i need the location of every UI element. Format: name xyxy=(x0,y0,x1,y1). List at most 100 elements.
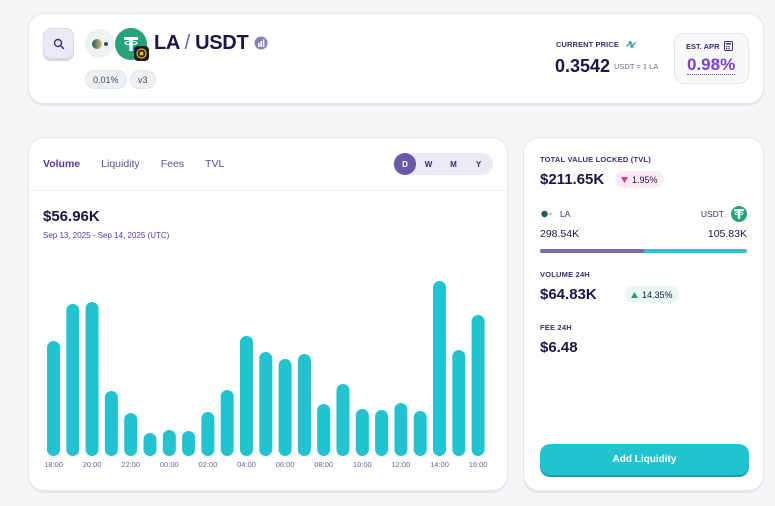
token0-symbol: LA xyxy=(560,209,571,219)
time-range-selector: D W M Y xyxy=(393,153,493,175)
tab-volume[interactable]: Volume xyxy=(43,158,81,170)
range-month-button[interactable]: M xyxy=(450,159,457,169)
token1-symbol: USDT xyxy=(700,209,724,219)
volume-bar-2100[interactable] xyxy=(104,391,118,456)
token1-info: USDT xyxy=(701,206,747,222)
la-token-icon xyxy=(541,210,552,218)
range-week-button[interactable]: W xyxy=(424,159,433,169)
volume-bar-2200[interactable] xyxy=(124,413,138,456)
token1-amount: 105.83K xyxy=(707,228,747,240)
la-token-logo xyxy=(85,29,114,58)
volume-bar-1100[interactable] xyxy=(375,410,389,456)
volume-bar-1300[interactable] xyxy=(413,411,427,456)
volume-bar-1600[interactable] xyxy=(471,315,485,456)
search-button[interactable] xyxy=(43,28,74,59)
volume-bar-1500[interactable] xyxy=(452,350,466,456)
tether-icon xyxy=(731,206,747,222)
volume-change-text: 14.35% xyxy=(642,289,673,300)
x-tick-label: 16:00 xyxy=(469,460,488,469)
current-price-label-text: CURRENT PRICE xyxy=(556,40,619,49)
x-tick-label: 22:00 xyxy=(121,460,140,469)
volume-bar-0500[interactable] xyxy=(259,352,273,456)
x-tick-label: 08:00 xyxy=(314,460,333,469)
range-day-button[interactable]: D xyxy=(394,153,416,175)
token0-amount: 298.54K xyxy=(540,228,580,240)
volume-bar-1200[interactable] xyxy=(394,403,408,456)
fee-tier-badge: 0.01% xyxy=(85,70,127,89)
volume-bar-0900[interactable] xyxy=(336,384,350,456)
x-tick-label: 14:00 xyxy=(430,460,449,469)
tvl-change-badge: 1.95% xyxy=(615,171,664,188)
pair-base: LA xyxy=(154,32,180,54)
volume-bar-0600[interactable] xyxy=(278,359,292,456)
current-price-label: CURRENT PRICE xyxy=(556,40,637,49)
pair-separator: / xyxy=(184,32,191,54)
calculator-icon[interactable] xyxy=(724,41,734,51)
add-liquidity-button[interactable]: Add Liquidity xyxy=(540,444,749,475)
volume-change-badge: 14.35% xyxy=(625,286,679,303)
la-token-icon xyxy=(91,38,108,49)
volume-bar-0400[interactable] xyxy=(240,336,253,456)
chart-total-value: $56.96K xyxy=(43,208,100,225)
chart-link-button[interactable] xyxy=(254,36,268,50)
token0-info: LA xyxy=(540,209,570,219)
tvl-change-text: 1.95% xyxy=(632,174,658,185)
volume-bar-1800[interactable] xyxy=(47,341,60,456)
volume-bar-0700[interactable] xyxy=(297,354,311,456)
range-year-button[interactable]: Y xyxy=(475,159,482,169)
current-price-value: 0.3542 xyxy=(555,56,611,76)
chart-tabs: Volume Liquidity Fees TVL xyxy=(43,158,245,170)
pair-title: LA / USDT xyxy=(154,32,249,55)
est-apr-value[interactable]: 0.98% xyxy=(687,55,736,75)
tab-fees[interactable]: Fees xyxy=(160,158,185,170)
price-unit: USDT = 1 LA xyxy=(614,62,659,71)
est-apr-box: EST. APR 0.98% xyxy=(674,33,749,84)
volume-chart-card: Volume Liquidity Fees TVL D W M Y $56.96… xyxy=(28,137,508,491)
fee-24h-label: FEE 24H xyxy=(540,323,572,332)
volume-bar-2000[interactable] xyxy=(85,302,99,456)
volume-bar-1400[interactable] xyxy=(433,281,446,456)
swap-direction-icon[interactable] xyxy=(625,40,637,49)
volume-bar-0000[interactable] xyxy=(162,430,176,456)
volume-bar-0800[interactable] xyxy=(317,404,331,456)
x-tick-label: 18:00 xyxy=(44,460,63,469)
arrow-up-icon xyxy=(631,291,638,298)
x-tick-label: 00:00 xyxy=(160,460,179,469)
fee-24h-value: $6.48 xyxy=(540,339,578,356)
x-tick-label: 20:00 xyxy=(83,460,102,469)
est-apr-label: EST. APR xyxy=(686,41,734,51)
version-badge: v3 xyxy=(130,70,156,89)
volume-bar-1000[interactable] xyxy=(355,409,369,456)
bnb-chain-icon xyxy=(136,48,147,59)
tvl-label: TOTAL VALUE LOCKED (TVL) xyxy=(540,155,651,164)
token0-ratio-fill xyxy=(540,249,644,253)
pair-quote: USDT xyxy=(195,32,249,54)
volume-bar-2300[interactable] xyxy=(143,433,157,456)
tab-liquidity[interactable]: Liquidity xyxy=(101,158,140,170)
pool-header-card: LA / USDT 0.01% v3 CURRENT PRICE 0.3542 … xyxy=(28,13,764,104)
tether-icon xyxy=(124,37,138,51)
chain-badge xyxy=(134,46,149,61)
chart-link-icon xyxy=(254,36,268,50)
x-tick-label: 04:00 xyxy=(237,460,256,469)
volume-24h-value: $64.83K xyxy=(540,286,597,303)
volume-bar-0200[interactable] xyxy=(201,412,215,456)
pool-stats-card: TOTAL VALUE LOCKED (TVL) $211.65K 1.95% … xyxy=(523,137,764,491)
arrow-down-icon xyxy=(621,176,628,183)
token-row: LA USDT xyxy=(540,206,747,222)
tab-tvl[interactable]: TVL xyxy=(205,158,225,170)
volume-bar-0300[interactable] xyxy=(220,390,234,456)
tvl-value: $211.65K xyxy=(540,171,605,188)
x-tick-label: 12:00 xyxy=(392,460,411,469)
x-tick-label: 06:00 xyxy=(276,460,295,469)
token-amounts: 298.54K 105.83K xyxy=(540,228,747,240)
chart-divider xyxy=(29,190,507,191)
chart-date-range: Sep 13, 2025 - Sep 14, 2025 (UTC) xyxy=(43,231,170,240)
x-tick-label: 10:00 xyxy=(353,460,372,469)
token-ratio-bar xyxy=(540,249,747,253)
volume-bar-chart: 18:00 20:00 22:00 00:00 02:00 04:00 06:00 08:00… xyxy=(44,281,488,469)
est-apr-label-text: EST. APR xyxy=(686,41,720,51)
volume-24h-label: VOLUME 24H xyxy=(540,270,590,279)
volume-bar-0100[interactable] xyxy=(182,431,196,456)
volume-bar-1900[interactable] xyxy=(66,304,80,456)
